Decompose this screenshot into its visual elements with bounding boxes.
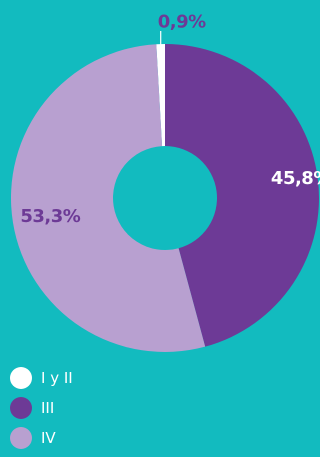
legend-label-iv: IV (41, 429, 56, 447)
data-label-iii: 45,8% (271, 168, 320, 189)
legend-label-iii: III (41, 399, 55, 417)
legend-swatch-i-y-ii (10, 367, 32, 389)
legend-swatch-iii (10, 397, 32, 419)
legend-swatch-iv (10, 427, 32, 449)
legend-label-i-y-ii: I y II (41, 369, 73, 387)
data-label-i-y-ii: 0,9% (158, 12, 206, 33)
data-label-iv: 53,3% (20, 206, 80, 227)
donut-chart: 0,9% 45,8% 53,3% (10, 12, 320, 353)
legend-entry-iv: IV (10, 427, 73, 449)
slice-iv (10, 44, 206, 353)
slice-iii (165, 44, 319, 347)
legend-entry-i-y-ii: I y II (10, 367, 73, 389)
legend-entry-iii: III (10, 397, 73, 419)
slice-i-y-ii (156, 44, 165, 147)
chart-legend: I y II III IV (10, 367, 73, 457)
